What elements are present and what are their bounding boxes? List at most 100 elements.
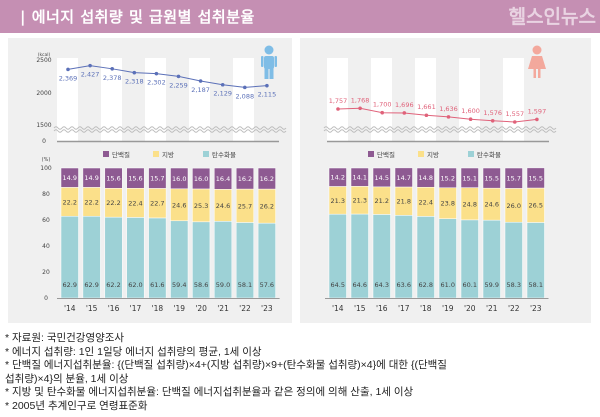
stripe <box>327 58 348 141</box>
bar-segment <box>328 167 347 187</box>
bar-label: 15.5 <box>485 175 499 183</box>
bar-segment <box>192 167 211 190</box>
bar-segment <box>416 167 435 188</box>
bar-segment <box>104 167 123 189</box>
data-point <box>380 110 385 115</box>
bar-label: 15.2 <box>441 174 455 182</box>
note: * 지방 및 탄수화물 에너지섭취분율: 단백질 에너지섭취분율과 같은 정의에… <box>5 386 414 398</box>
data-point <box>110 67 114 71</box>
stripe <box>101 58 122 141</box>
stripe <box>189 58 210 141</box>
bar-label: 59.9 <box>485 281 499 289</box>
data-label: 2,115 <box>258 91 277 99</box>
data-point <box>468 117 473 122</box>
title-bar: | 에너지 섭취량 및 급원별 섭취분율 헬스인뉴스 <box>0 0 600 33</box>
data-label: 1,597 <box>528 107 547 115</box>
x-tick-label: '17 <box>130 304 142 313</box>
bar-label: 26.5 <box>529 202 543 210</box>
data-label: 2,259 <box>169 81 188 89</box>
data-point <box>265 83 269 88</box>
bar-label: 22.4 <box>419 198 433 206</box>
bar-label: 21.3 <box>353 197 367 205</box>
data-label: 1,557 <box>505 110 524 118</box>
bar-label: 64.3 <box>375 281 389 289</box>
bar-segment <box>126 167 145 189</box>
bar-label: 25.3 <box>194 202 208 210</box>
bar-label: 25.7 <box>238 202 252 210</box>
bar-segment <box>482 167 501 189</box>
bar-label: 62.8 <box>419 281 433 289</box>
x-tick-label: '19 <box>173 304 185 313</box>
data-label: 2,129 <box>213 90 232 98</box>
bar-label: 59.0 <box>216 281 230 289</box>
data-point <box>198 79 203 83</box>
axis-break <box>323 126 557 133</box>
bar-label: 15.7 <box>150 175 164 183</box>
data-point <box>535 117 539 122</box>
y-tick-label: 2500 <box>36 57 51 64</box>
bar-label: 14.5 <box>375 174 389 182</box>
x-tick-label: '21 <box>486 304 498 313</box>
axis-break <box>53 126 287 133</box>
data-point <box>402 111 407 115</box>
data-point <box>446 115 451 119</box>
stripe <box>503 58 524 141</box>
data-label: 2,427 <box>81 71 100 79</box>
legend-swatch <box>203 151 209 157</box>
stripe <box>145 58 166 141</box>
data-label: 1,696 <box>395 101 414 109</box>
data-point <box>220 82 225 87</box>
bar-label: 21.8 <box>397 198 411 206</box>
bar-label: 59.4 <box>172 281 186 289</box>
x-tick-label: '16 <box>108 304 120 313</box>
bar-label: 22.4 <box>128 199 142 207</box>
legend-swatch <box>103 151 109 157</box>
x-tick-label: '17 <box>398 304 410 313</box>
bar-label: 62.0 <box>128 281 142 289</box>
bar-label: 16.2 <box>260 175 274 183</box>
bar-label: 62.2 <box>106 281 120 289</box>
data-point <box>336 107 340 111</box>
stripe <box>57 58 78 141</box>
data-label: 2,318 <box>125 78 144 86</box>
data-point <box>243 85 247 90</box>
note: * 에너지 섭취량: 1인 1일당 에너지 섭취량의 평균, 1세 이상 <box>5 345 262 358</box>
data-label: 2,187 <box>191 86 210 94</box>
x-tick-label: '15 <box>86 304 98 313</box>
x-tick-label: '21 <box>217 304 229 313</box>
bar-segment <box>350 167 369 187</box>
bar-label: 22.2 <box>84 198 98 206</box>
bar-label: 15.5 <box>529 174 543 182</box>
bar-label: 15.1 <box>463 174 477 182</box>
data-label: 1,700 <box>373 101 392 109</box>
bar-label: 24.6 <box>172 201 186 209</box>
bar-label: 14.9 <box>84 174 98 182</box>
note: * 자료원: 국민건강영양조사 <box>5 332 125 344</box>
y-axis-unit: (%) <box>42 157 51 163</box>
bar-segment <box>235 167 254 190</box>
bar-label: 24.6 <box>485 201 499 209</box>
stripe <box>371 58 392 141</box>
data-label: 1,661 <box>417 103 436 111</box>
data-point <box>132 70 137 75</box>
data-point <box>154 71 159 76</box>
data-label: 2,088 <box>235 92 254 100</box>
bar-segment <box>148 167 167 189</box>
bar-label: 24.6 <box>216 202 230 210</box>
bar-label: 21.3 <box>331 197 345 205</box>
bar-label: 15.7 <box>507 175 521 183</box>
y-tick-label: 80 <box>42 191 50 198</box>
bar-label: 23.8 <box>441 200 455 208</box>
y-tick-label: 40 <box>42 243 50 250</box>
bar-label: 26.0 <box>507 202 521 210</box>
logo-watermark: 헬스인뉴스 <box>508 6 596 28</box>
male-person-icon <box>261 45 277 79</box>
bar-segment <box>82 167 101 188</box>
x-tick-label: '15 <box>354 304 366 313</box>
note: * 2005년 추계인구로 연령표준화 <box>5 399 148 412</box>
footnotes: * 자료원: 국민건강영양조사 * 에너지 섭취량: 1인 1일당 에너지 섭취… <box>5 332 447 413</box>
bar-segment <box>526 167 545 189</box>
bar-label: 22.2 <box>63 198 77 206</box>
bar-segment <box>394 167 413 188</box>
y-tick-label: 0 <box>44 295 48 302</box>
